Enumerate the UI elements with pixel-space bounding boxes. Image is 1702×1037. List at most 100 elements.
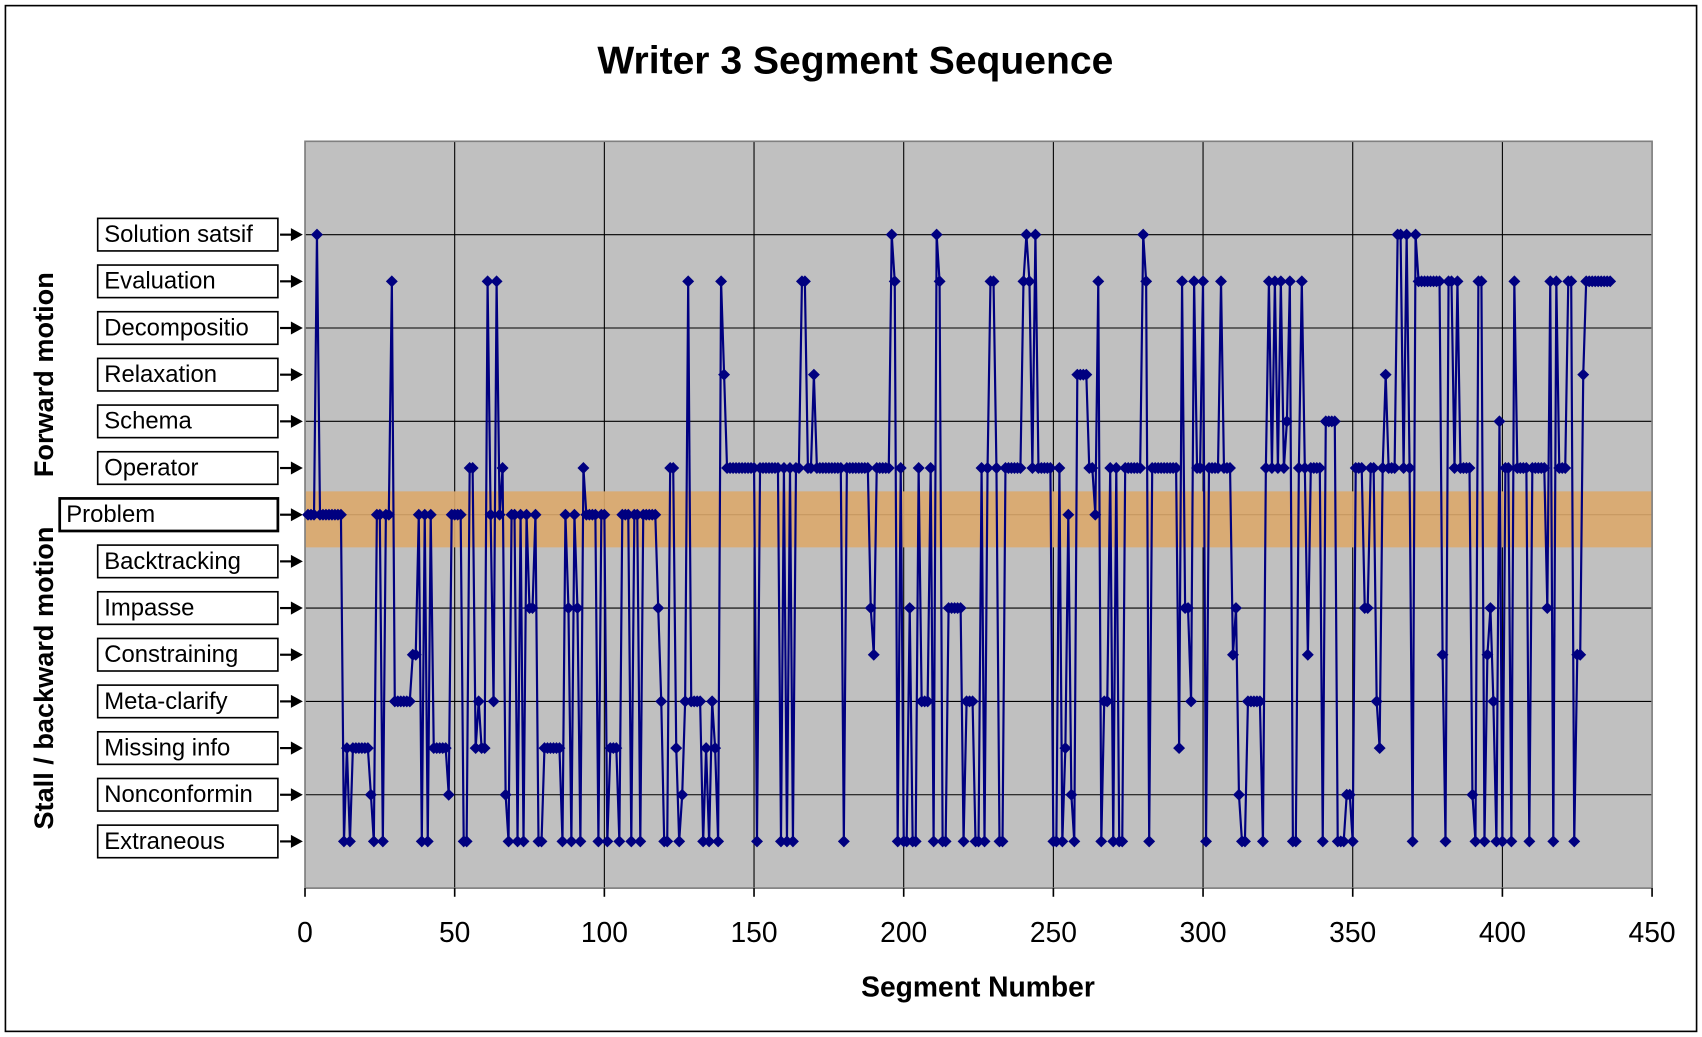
point-marker: [676, 788, 689, 801]
category-arrowhead: [290, 834, 303, 848]
category-box: [58, 497, 280, 533]
point-marker: [1280, 415, 1293, 428]
point-marker: [1463, 462, 1476, 474]
point-marker: [1316, 835, 1329, 848]
point-marker: [1014, 462, 1027, 474]
x-tick-label: 400: [1479, 916, 1526, 948]
category-box: [96, 824, 279, 859]
category-box: [96, 730, 279, 766]
category-box: [96, 777, 279, 812]
point-marker: [697, 835, 710, 848]
point-marker: [1544, 275, 1557, 288]
point-marker: [1343, 788, 1356, 801]
point-marker: [376, 835, 389, 848]
point-marker: [1292, 462, 1305, 474]
point-marker: [562, 602, 575, 615]
category-arrowhead: [290, 788, 303, 802]
point-marker: [885, 228, 898, 241]
point-marker: [1355, 462, 1368, 474]
point-marker: [1170, 462, 1183, 474]
point-marker: [1262, 275, 1275, 288]
point-marker: [1433, 275, 1446, 288]
point-marker: [409, 648, 422, 661]
point-marker: [508, 508, 521, 521]
category-box: [96, 310, 279, 346]
point-marker: [1200, 835, 1213, 848]
category-arrowhead: [290, 321, 303, 335]
point-marker: [502, 835, 515, 848]
point-marker: [748, 462, 761, 474]
point-marker: [1400, 228, 1413, 241]
point-marker: [361, 742, 374, 755]
point-marker: [1406, 835, 1419, 848]
category-arrowhead: [290, 368, 303, 382]
point-marker: [751, 835, 763, 848]
point-marker: [1137, 228, 1150, 241]
point-marker: [418, 508, 431, 521]
point-marker: [798, 275, 811, 288]
x-tick-label: 200: [880, 916, 927, 948]
point-marker: [1271, 462, 1284, 474]
point-marker: [780, 835, 793, 848]
category-label: Impasse: [104, 594, 194, 621]
point-marker: [867, 648, 880, 661]
point-marker: [990, 462, 1003, 474]
point-marker: [481, 275, 494, 288]
point-marker: [334, 508, 347, 521]
point-marker: [1337, 835, 1350, 848]
point-marker: [703, 835, 716, 848]
category-label: Constraining: [104, 641, 238, 668]
point-marker: [337, 835, 350, 848]
point-marker: [1361, 602, 1374, 615]
point-marker: [954, 602, 967, 615]
point-marker: [308, 508, 320, 521]
point-marker: [535, 835, 548, 848]
category-box: [96, 684, 279, 719]
point-marker: [1062, 508, 1075, 521]
point-marker: [511, 835, 524, 848]
point-marker: [487, 695, 500, 708]
category-arrowhead: [290, 508, 303, 522]
point-marker: [679, 695, 692, 708]
point-marker: [568, 508, 581, 521]
point-marker: [1104, 462, 1117, 474]
category-arrowhead: [290, 648, 303, 662]
point-marker: [1445, 275, 1458, 288]
point-marker: [1020, 228, 1033, 241]
point-marker: [631, 508, 644, 521]
side-label: Stall / backward motion: [28, 527, 59, 830]
point-marker: [364, 788, 377, 801]
point-marker: [930, 228, 943, 241]
point-marker: [610, 742, 623, 755]
point-marker: [1370, 695, 1383, 708]
point-marker: [1053, 462, 1066, 474]
point-marker: [1301, 648, 1314, 661]
point-marker: [442, 788, 455, 801]
category-label: Decompositio: [104, 314, 249, 341]
category-label: Relaxation: [104, 361, 217, 388]
category-arrowhead: [290, 601, 303, 615]
x-tick-label: 150: [730, 916, 777, 948]
point-marker: [649, 508, 662, 521]
point-marker: [340, 742, 353, 755]
category-arrowhead: [290, 741, 303, 755]
chart-title: Writer 3 Segment Sequence: [597, 39, 1113, 82]
x-tick-label: 100: [581, 916, 628, 948]
point-marker: [460, 835, 473, 848]
category-arrowhead: [290, 554, 303, 568]
point-marker: [622, 508, 635, 521]
point-marker: [1182, 602, 1195, 615]
point-marker: [559, 508, 572, 521]
category-label: Schema: [104, 408, 192, 435]
point-marker: [927, 835, 940, 848]
point-marker: [424, 508, 437, 521]
category-box: [96, 357, 279, 392]
point-marker: [921, 695, 934, 708]
point-marker: [1029, 228, 1042, 241]
point-marker: [882, 462, 895, 474]
category-label: Backtracking: [104, 548, 241, 575]
point-marker: [499, 788, 512, 801]
point-marker: [343, 835, 356, 848]
point-marker: [712, 835, 725, 848]
